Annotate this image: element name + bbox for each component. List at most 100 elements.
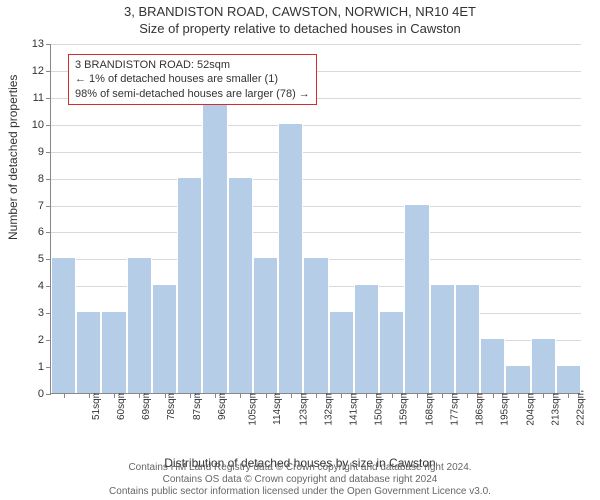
x-tick-mark [240,393,241,398]
x-tick-mark [392,393,393,398]
x-tick-mark [291,393,292,398]
callout-line-3: 98% of semi-detached houses are larger (… [75,87,310,101]
bar [430,285,455,393]
bar [177,178,202,393]
x-tick-label: 96sqm [217,390,228,420]
bar [51,258,76,393]
x-tick-label: 60sqm [116,390,127,420]
bar [531,339,556,393]
x-tick-label: 186sqm [475,390,486,426]
gridline [51,152,581,153]
footer-line-2: Contains OS data © Crown copyright and d… [0,474,600,486]
x-tick-label: 87sqm [192,390,203,420]
y-tick-mark [46,98,51,99]
x-tick-mark [493,393,494,398]
footer-line-1: Contains HM Land Registry data © Crown c… [0,462,600,474]
gridline [51,179,581,180]
callout-line-2: ← 1% of detached houses are smaller (1) [75,72,310,86]
bar [202,97,227,393]
gridline [51,125,581,126]
y-tick-label: 12 [14,65,44,77]
x-tick-label: 195sqm [500,390,511,426]
x-tick-label: 213sqm [550,390,561,426]
chart: 01234567891011121351sqm60sqm69sqm78sqm87… [50,44,580,394]
y-tick-label: 9 [14,146,44,158]
footer: Contains HM Land Registry data © Crown c… [0,462,600,498]
footer-line-3: Contains public sector information licen… [0,486,600,498]
x-tick-mark [366,393,367,398]
bar [278,124,303,393]
x-tick-label: 204sqm [525,390,536,426]
x-tick-mark [518,393,519,398]
callout-line-1: 3 BRANDISTON ROAD: 52sqm [75,58,310,72]
gridline [51,232,581,233]
title-line-1: 3, BRANDISTON ROAD, CAWSTON, NORWICH, NR… [0,4,600,19]
y-tick-mark [46,71,51,72]
bar [556,366,581,393]
y-tick-label: 3 [14,307,44,319]
y-tick-mark [46,232,51,233]
x-tick-label: 51sqm [91,390,102,420]
x-tick-mark [543,393,544,398]
y-tick-label: 7 [14,200,44,212]
bar [404,205,429,393]
bar [303,258,328,393]
x-tick-mark [114,393,115,398]
gridline [51,206,581,207]
x-tick-label: 222sqm [576,390,587,426]
bar [329,312,354,393]
bar [127,258,152,393]
x-tick-mark [165,393,166,398]
bar [152,285,177,393]
y-tick-mark [46,394,51,395]
y-tick-label: 4 [14,280,44,292]
x-tick-mark [568,393,569,398]
callout-box: 3 BRANDISTON ROAD: 52sqm ← 1% of detache… [68,54,317,105]
bar [101,312,126,393]
bar [354,285,379,393]
x-tick-label: 105sqm [248,390,259,426]
x-tick-label: 123sqm [298,390,309,426]
y-tick-label: 13 [14,38,44,50]
x-tick-mark [139,393,140,398]
x-tick-label: 114sqm [272,390,283,425]
x-tick-label: 78sqm [166,390,177,420]
bar [76,312,101,393]
x-tick-mark [266,393,267,398]
y-tick-label: 8 [14,173,44,185]
y-tick-label: 11 [14,92,44,104]
x-tick-label: 159sqm [399,390,410,426]
x-tick-label: 177sqm [450,390,461,426]
x-tick-mark [190,393,191,398]
y-tick-label: 1 [14,361,44,373]
y-tick-mark [46,44,51,45]
y-tick-label: 10 [14,119,44,131]
y-tick-mark [46,206,51,207]
bar [455,285,480,393]
y-tick-mark [46,152,51,153]
x-tick-label: 132sqm [323,390,334,426]
x-tick-mark [316,393,317,398]
y-tick-label: 6 [14,226,44,238]
x-tick-label: 69sqm [141,390,152,420]
bar [228,178,253,393]
x-tick-mark [442,393,443,398]
x-tick-mark [215,393,216,398]
titles: 3, BRANDISTON ROAD, CAWSTON, NORWICH, NR… [0,0,600,36]
title-line-2: Size of property relative to detached ho… [0,21,600,36]
x-tick-label: 150sqm [374,390,385,426]
x-tick-mark [467,393,468,398]
x-tick-mark [89,393,90,398]
chart-container: 3, BRANDISTON ROAD, CAWSTON, NORWICH, NR… [0,0,600,500]
bar [505,366,530,393]
gridline [51,44,581,45]
y-tick-mark [46,179,51,180]
y-tick-label: 5 [14,253,44,265]
bar [480,339,505,393]
x-tick-label: 168sqm [424,390,435,426]
y-tick-mark [46,125,51,126]
bar [379,312,404,393]
x-tick-mark [417,393,418,398]
x-tick-label: 141sqm [349,390,360,426]
bar [253,258,278,393]
